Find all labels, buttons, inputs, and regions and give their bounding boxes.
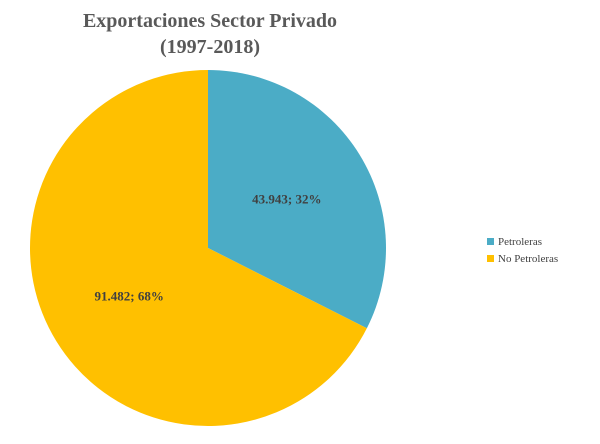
legend-swatch-petroleras [487,238,494,245]
chart-title-line-1: Exportaciones Sector Privado [82,10,338,32]
data-label-no-petroleras: 91.482; 68% [95,289,164,304]
chart-title-line-2: (1997-2018) [160,36,260,58]
pie-data-labels: 43.943; 32% 91.482; 68% [95,192,322,304]
pie-slices [29,69,386,427]
pie-slice-petroleras [208,70,386,329]
data-label-petroleras: 43.943; 32% [252,192,321,207]
legend: Petroleras No Petroleras [487,233,558,267]
legend-item-no-petroleras: No Petroleras [487,250,558,267]
legend-label-no-petroleras: No Petroleras [498,252,559,265]
legend-label-petroleras: Petroleras [498,235,542,248]
legend-swatch-no-petroleras [487,255,494,262]
pie-slice-no-petroleras [29,69,367,427]
legend-item-petroleras: Petroleras [487,233,558,250]
chart-title: Exportaciones Sector Privado (1997-2018) [0,8,420,60]
